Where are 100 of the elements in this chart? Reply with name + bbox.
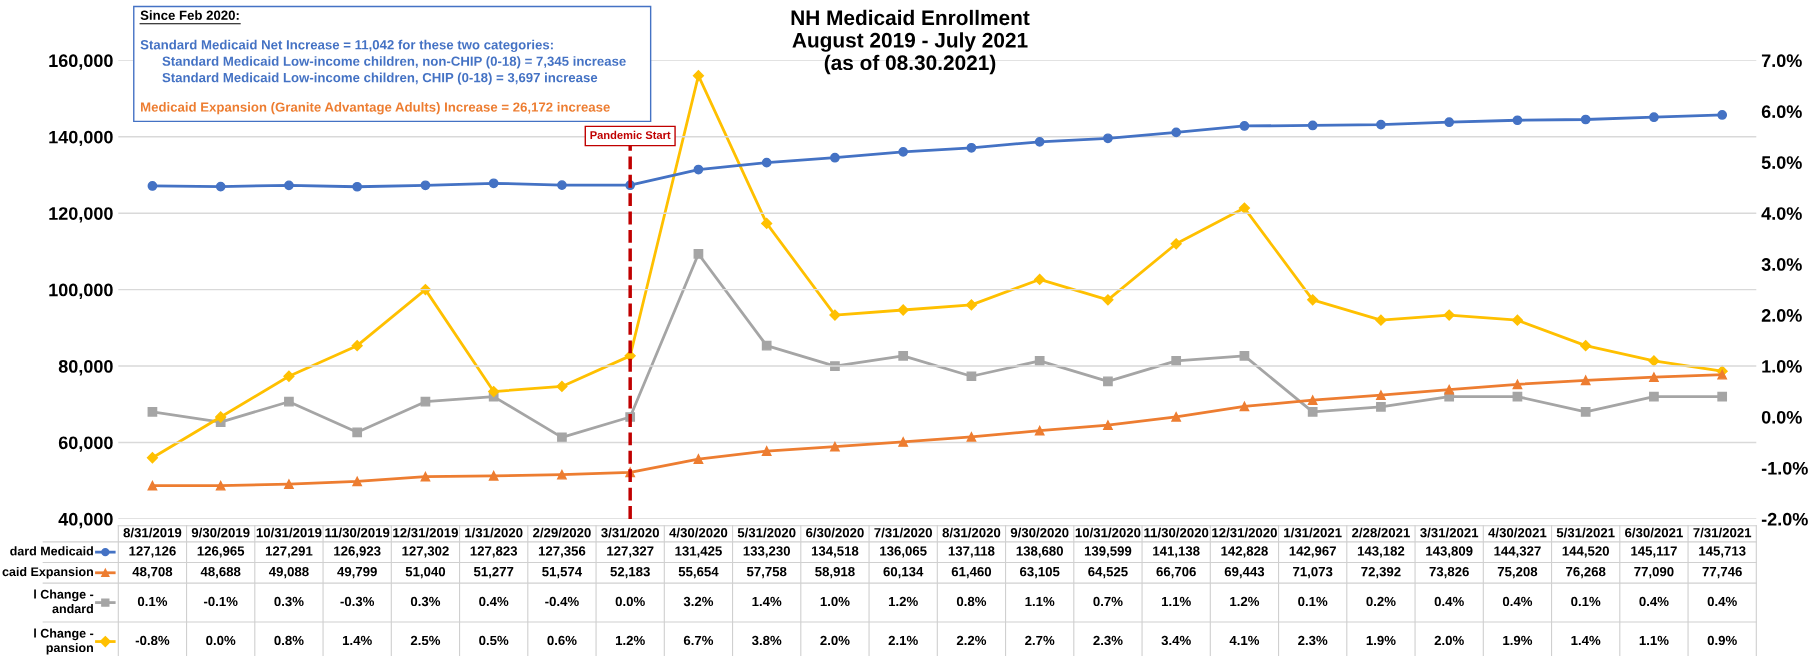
- data-label: -0.4%: [545, 596, 579, 607]
- data-label: 49,088: [268, 566, 309, 579]
- data-label: 0.4%: [1707, 596, 1737, 607]
- data-label: 2.3%: [1093, 635, 1123, 646]
- x-tick-label: 1/31/2020: [465, 527, 523, 538]
- data-label: 2.7%: [1025, 635, 1055, 646]
- data-label: 3.8%: [751, 635, 782, 646]
- x-tick-label: 12/31/2020: [1212, 527, 1277, 538]
- y-tick-label: 80,000: [58, 359, 113, 376]
- x-tick-label: 9/30/2019: [191, 527, 250, 538]
- data-label: 127,356: [538, 546, 586, 558]
- legend-label: dard Medicaid: [10, 546, 93, 556]
- text: Standard Medicaid Net Increase = 11,042 for these two categories:: [140, 39, 553, 53]
- y2-tick-label: 4.0%: [1761, 207, 1802, 220]
- data-label: 3.4%: [1161, 635, 1191, 646]
- data-label: 0.8%: [956, 596, 987, 607]
- x-tick-label: 12/31/2019: [393, 527, 458, 538]
- data-label: 0.1%: [1298, 596, 1328, 607]
- x-tick-label: 2/28/2021: [1352, 527, 1410, 538]
- data-label: 0.1%: [137, 596, 168, 607]
- data-label: 0.7%: [1093, 596, 1123, 607]
- data-label: 144,327: [1494, 546, 1541, 558]
- data-label: 137,118: [948, 546, 995, 558]
- data-label: 58,918: [815, 566, 855, 579]
- data-label: 0.4%: [479, 596, 509, 607]
- data-label: 51,040: [405, 566, 446, 579]
- data-label: 51,574: [542, 567, 583, 579]
- data-label: 142,967: [1289, 546, 1336, 558]
- y2-tick-label: 0.0%: [1761, 410, 1802, 424]
- data-label: 2.0%: [1434, 635, 1464, 646]
- x-tick-label: 4/30/2021: [1488, 527, 1547, 538]
- y2-tick-label: -1.0%: [1761, 461, 1808, 475]
- data-label: 71,073: [1293, 566, 1333, 579]
- data-label: 127,291: [265, 546, 313, 558]
- annotation: Standard Medicaid Low-income children, CHIP (0-18) = 3,697 increase: [162, 72, 598, 85]
- data-label: 0.8%: [274, 635, 304, 646]
- x-tick-label: 3/31/2021: [1420, 527, 1479, 538]
- data-label: 60,134: [883, 566, 924, 579]
- annotation: Standard Medicaid Low-income children, non-CHIP (0-18) = 7,345 increase: [162, 56, 626, 69]
- data-label: 72,392: [1361, 566, 1401, 579]
- data-label: 142,828: [1221, 546, 1268, 558]
- data-label: 1.2%: [888, 596, 918, 607]
- data-label: 138,680: [1016, 546, 1063, 558]
- y-tick-label: 120,000: [49, 207, 113, 223]
- data-label: 2.5%: [410, 635, 441, 646]
- x-tick-label: 5/31/2020: [737, 527, 796, 538]
- data-label: 126,923: [334, 546, 381, 558]
- x-tick-label: 4/30/2020: [669, 527, 728, 538]
- data-label: 1.4%: [1571, 635, 1601, 646]
- data-label: 143,182: [1357, 546, 1405, 558]
- x-tick-label: 1/31/2021: [1284, 527, 1342, 538]
- data-label: 143,809: [1426, 546, 1473, 558]
- y-tick-label: 160,000: [49, 54, 113, 70]
- data-label: 75,208: [1497, 566, 1538, 579]
- y-tick-label: 60,000: [58, 436, 113, 452]
- x-tick-label: 9/30/2020: [1010, 527, 1069, 538]
- y2-tick-label: 1.0%: [1762, 359, 1802, 373]
- data-label: 144,520: [1562, 546, 1609, 558]
- data-label: 127,327: [607, 546, 654, 558]
- x-tick-label: 5/31/2021: [1556, 527, 1615, 538]
- y-tick-label: 100,000: [49, 283, 113, 299]
- data-label: 141,138: [1153, 546, 1200, 558]
- data-label: 0.2%: [1366, 596, 1396, 607]
- data-label: 1.2%: [1230, 596, 1260, 607]
- data-label: 145,117: [1631, 546, 1677, 558]
- data-label: 6.7%: [683, 635, 714, 646]
- data-label: 0.4%: [1502, 596, 1533, 607]
- data-label: 61,460: [951, 566, 992, 579]
- x-tick-label: 6/30/2020: [806, 527, 864, 538]
- data-label: -0.1%: [203, 596, 238, 607]
- data-label: 1.1%: [1025, 596, 1055, 607]
- data-label: 145,713: [1699, 546, 1746, 558]
- x-tick-label: 8/31/2019: [123, 527, 182, 538]
- y2-tick-label: 7.0%: [1761, 54, 1802, 68]
- data-label: 127,126: [129, 546, 176, 558]
- text: Since Feb 2020:: [140, 10, 239, 20]
- x-tick-label: 10/31/2019: [256, 527, 322, 538]
- legend-label: caid Expansion: [2, 566, 93, 579]
- data-label: 2.2%: [956, 635, 987, 646]
- data-label: 1.9%: [1366, 635, 1396, 646]
- data-label: 49,799: [337, 566, 377, 579]
- data-label: 0.0%: [615, 596, 645, 607]
- legend-label: l Change - pansion: [34, 628, 94, 655]
- data-label: 64,525: [1088, 566, 1128, 579]
- data-label: 76,268: [1566, 566, 1606, 579]
- data-label: 48,688: [200, 566, 241, 579]
- data-label: 0.9%: [1707, 635, 1737, 646]
- data-label: 0.4%: [1434, 596, 1464, 607]
- data-label: 0.3%: [274, 596, 304, 607]
- data-label: 73,826: [1429, 566, 1469, 579]
- data-label: 52,183: [610, 566, 650, 579]
- data-label: 133,230: [743, 546, 790, 558]
- legend-label: l Change - andard: [34, 589, 94, 614]
- data-label: 127,302: [402, 546, 449, 558]
- data-label: 1.1%: [1639, 635, 1669, 646]
- data-label: 1.0%: [820, 596, 850, 607]
- data-label: 134,518: [811, 546, 859, 558]
- data-label: 131,425: [675, 546, 722, 558]
- y2-tick-label: 5.0%: [1761, 156, 1802, 169]
- y-tick-label: 40,000: [58, 512, 113, 529]
